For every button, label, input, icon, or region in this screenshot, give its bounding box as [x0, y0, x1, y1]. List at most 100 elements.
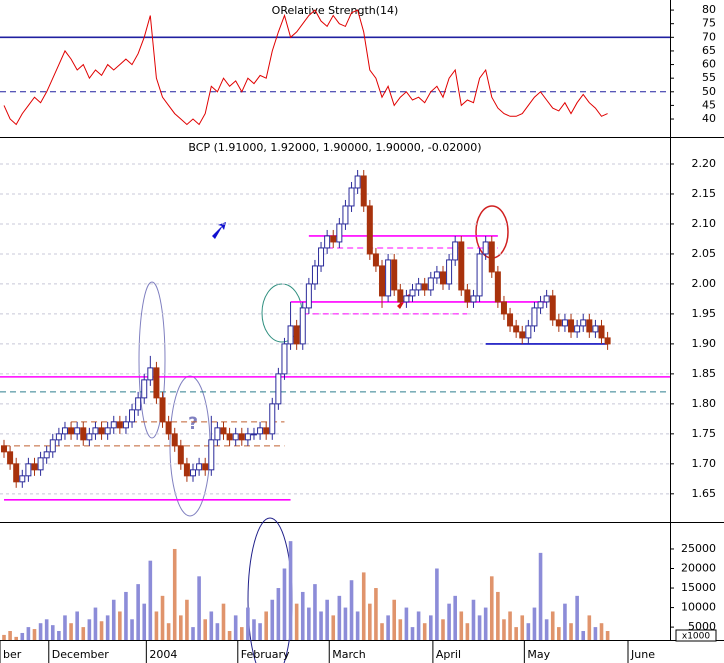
candle-body — [354, 175, 361, 189]
candle-body — [586, 319, 593, 333]
volume-bar — [215, 623, 220, 640]
volume-bar — [532, 607, 537, 640]
y-tick-label: 40 — [702, 112, 716, 125]
volume-bar — [294, 603, 299, 640]
volume-bar — [252, 619, 256, 640]
highlight-ellipse — [138, 281, 166, 439]
candle-body — [500, 301, 507, 315]
candle-body — [177, 445, 184, 465]
volume-bar — [557, 627, 561, 640]
y-tick-label: 2.00 — [692, 277, 717, 290]
volume-bar — [435, 568, 439, 640]
arrow — [212, 222, 226, 239]
candle-body — [293, 325, 300, 345]
candle-body — [439, 271, 446, 285]
volume-bar — [288, 541, 293, 640]
candle-body — [561, 319, 568, 327]
chart-title: ORelative Strength(14) — [272, 4, 399, 17]
volume-bar — [465, 623, 470, 640]
x-tick-label: June — [630, 648, 655, 661]
volume-bar — [154, 611, 159, 640]
volume-bar — [209, 611, 214, 640]
volume-bar — [57, 631, 61, 640]
volume-bar — [325, 599, 329, 640]
candle-body — [250, 433, 257, 436]
candle-body — [507, 313, 514, 327]
y-tick-label: 2.15 — [692, 187, 717, 200]
candle-body — [397, 289, 404, 303]
x-tick-label: April — [436, 648, 461, 661]
candle-body — [263, 427, 270, 435]
candle-body — [305, 283, 312, 309]
candle-body — [183, 463, 190, 477]
volume-bar — [380, 623, 384, 640]
volume-bar — [233, 615, 238, 640]
y-tick-label: 1.80 — [692, 397, 717, 410]
candle-body — [409, 289, 416, 297]
candle-body — [598, 325, 605, 339]
volume-bar — [459, 611, 464, 640]
candle-body — [196, 463, 203, 471]
candle-body — [80, 427, 87, 441]
candle-body — [49, 439, 56, 453]
candle-body — [482, 241, 489, 255]
candle-body — [68, 427, 75, 435]
y-tick-label: 75 — [702, 17, 716, 30]
candle-body — [580, 319, 587, 327]
y-tick-label: 2.10 — [692, 217, 717, 230]
x-tick-label: 2004 — [149, 648, 177, 661]
candle-body — [257, 427, 264, 435]
y-tick-label: 45 — [702, 98, 716, 111]
candle-body — [427, 277, 434, 291]
candle-body — [153, 367, 160, 399]
y-tick-label: 55 — [702, 71, 716, 84]
volume-bar — [319, 611, 323, 640]
candle-body — [336, 223, 343, 243]
x-tick-label: March — [332, 648, 366, 661]
candle-body — [604, 337, 611, 345]
candle-body — [141, 379, 148, 399]
volume-bar — [563, 603, 567, 640]
volume-bar — [172, 548, 177, 640]
volume-bar — [355, 611, 360, 640]
candle-body — [269, 403, 276, 435]
y-tick-label: 1.70 — [692, 457, 717, 470]
volume-bar — [14, 636, 18, 640]
candle-body — [525, 325, 532, 339]
volume-bar — [130, 619, 134, 640]
candle-body — [190, 469, 197, 477]
candle-body — [488, 241, 495, 273]
volume-bar — [447, 603, 451, 640]
candle-body — [372, 253, 379, 267]
x-tick-label: ber — [3, 648, 22, 661]
volume-bar — [75, 611, 79, 640]
y-tick-label: 1.65 — [692, 487, 717, 500]
candle-body — [147, 367, 154, 381]
volume-bar — [483, 607, 488, 640]
volume-bar — [386, 615, 390, 640]
volume-bar — [471, 599, 476, 640]
volume-bar — [136, 584, 140, 640]
candle-body — [415, 283, 422, 291]
volume-bar — [489, 576, 494, 640]
volume-bar — [343, 607, 348, 640]
candle-body — [513, 325, 520, 333]
volume-bar — [2, 634, 6, 640]
candle-body — [238, 433, 245, 441]
candle-body — [61, 427, 68, 435]
candle-body — [348, 187, 355, 207]
volume-bar — [276, 588, 281, 640]
volume-bar — [520, 615, 525, 640]
y-tick-label: 15000 — [681, 581, 716, 594]
candle-body — [537, 301, 544, 309]
candle-body — [391, 259, 398, 291]
candle-body — [135, 397, 142, 411]
volume-bar — [361, 572, 366, 640]
rsi-line — [3, 9, 608, 126]
volume-bar — [50, 625, 55, 640]
volume-bar — [148, 560, 153, 640]
volume-bar — [264, 611, 268, 640]
candle-body — [110, 421, 117, 429]
candle-body — [129, 409, 136, 423]
